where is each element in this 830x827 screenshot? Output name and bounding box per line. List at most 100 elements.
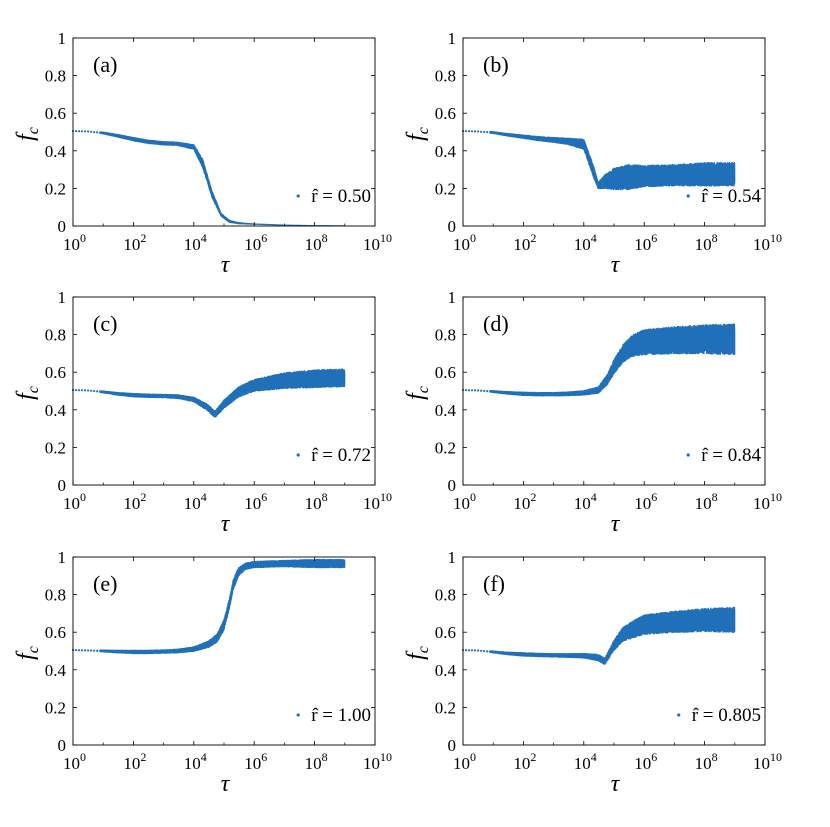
y-tick-label: 0.2 [45,179,66,198]
data-point [486,650,489,653]
y-tick-label: 0.2 [45,698,66,717]
data-point [74,389,78,392]
data-point [483,130,486,134]
panel-label: (c) [93,311,117,336]
x-tick-label: 100 [63,750,86,773]
data-series [461,606,736,665]
data-point [87,389,90,392]
legend: r̂ = 0.84 [686,445,761,466]
x-tick-label: 1010 [753,750,782,773]
legend-label: r̂ = 0.72 [311,445,371,466]
data-point [467,389,471,392]
data-point [87,130,90,133]
x-tick-label: 106 [244,750,267,773]
x-tick-label: 100 [453,750,476,773]
data-point [477,649,480,652]
y-tick-label: 0.4 [45,401,67,420]
data-points-sparse [71,648,105,653]
panel-label: (e) [93,571,117,596]
data-point [93,389,96,393]
x-tick-label: 108 [305,750,328,773]
data-point [464,130,468,133]
data-band [489,323,736,397]
data-point [77,389,81,392]
x-tick-label: 102 [513,490,536,513]
panel-f: 100 102 104 106 108 1010 0 0.2 0.4 0.6 0.8 1 τ fc (f) r… [403,548,782,797]
legend: r̂ = 0.50 [296,186,371,207]
data-point [90,130,93,133]
x-tick-label: 106 [634,231,657,254]
y-tick-label: 0.2 [435,179,456,198]
data-band [99,131,346,226]
data-point [96,649,99,652]
data-point [90,649,93,652]
y-tick-label: 0.2 [45,438,66,457]
x-tick-label: 100 [453,490,476,513]
legend-label: r̂ = 0.805 [692,705,761,726]
x-axis-label: τ [221,511,231,537]
x-tick-label: 100 [453,231,476,254]
data-band [99,558,346,655]
x-tick-label: 100 [63,231,86,254]
data-point [483,649,486,653]
y-tick-label: 0 [58,736,67,755]
data-point [470,389,474,392]
data-series [71,558,346,655]
y-tick-label: 1 [58,288,67,307]
legend-marker [677,713,681,717]
data-point [480,130,483,133]
y-tick-label: 0.6 [45,363,66,382]
data-point [483,389,486,393]
y-tick-label: 0.8 [45,67,66,86]
y-tick-label: 0 [58,217,67,236]
x-tick-label: 108 [305,231,328,254]
data-point [464,389,468,392]
data-point [77,130,81,133]
x-axis-label: τ [221,252,231,278]
x-tick-label: 1010 [753,231,782,254]
x-tick-label: 106 [244,231,267,254]
x-axis-label: τ [611,252,621,278]
data-point [74,649,78,652]
data-series [461,323,736,397]
legend-label: r̂ = 0.54 [701,186,761,207]
x-tick-label: 104 [184,750,207,773]
data-point [467,649,471,652]
data-points-sparse [71,388,105,394]
legend-label: r̂ = 0.50 [311,186,371,207]
legend-marker [686,194,690,198]
x-tick-label: 1010 [363,750,392,773]
x-tick-label: 1010 [363,490,392,513]
x-tick-label: 108 [695,231,718,254]
x-tick-label: 102 [123,490,146,513]
panel-label: (f) [483,571,505,596]
y-tick-label: 1 [448,29,457,48]
y-tick-label: 0.2 [435,698,456,717]
legend-label: r̂ = 1.00 [311,705,371,726]
y-axis-label: fc [403,646,432,660]
data-point [80,130,84,133]
data-points-sparse [461,129,495,134]
y-axis-label: fc [403,386,432,400]
data-point [80,389,84,392]
data-point [473,389,477,392]
legend-marker [686,453,690,457]
data-band [99,368,346,418]
data-point [74,130,78,133]
x-tick-label: 102 [123,231,146,254]
data-points-sparse [461,648,495,654]
x-tick-label: 108 [695,490,718,513]
y-axis-label: fc [13,127,42,141]
y-tick-label: 0.4 [435,661,457,680]
y-tick-label: 0 [448,736,457,755]
x-tick-label: 108 [305,490,328,513]
panel-label: (a) [93,52,117,77]
panel-label: (b) [483,52,509,77]
data-point [486,131,489,134]
x-tick-label: 102 [513,750,536,773]
y-tick-label: 0 [448,476,457,495]
x-tick-label: 104 [574,750,597,773]
data-point [96,390,99,393]
y-tick-label: 0.4 [435,401,457,420]
